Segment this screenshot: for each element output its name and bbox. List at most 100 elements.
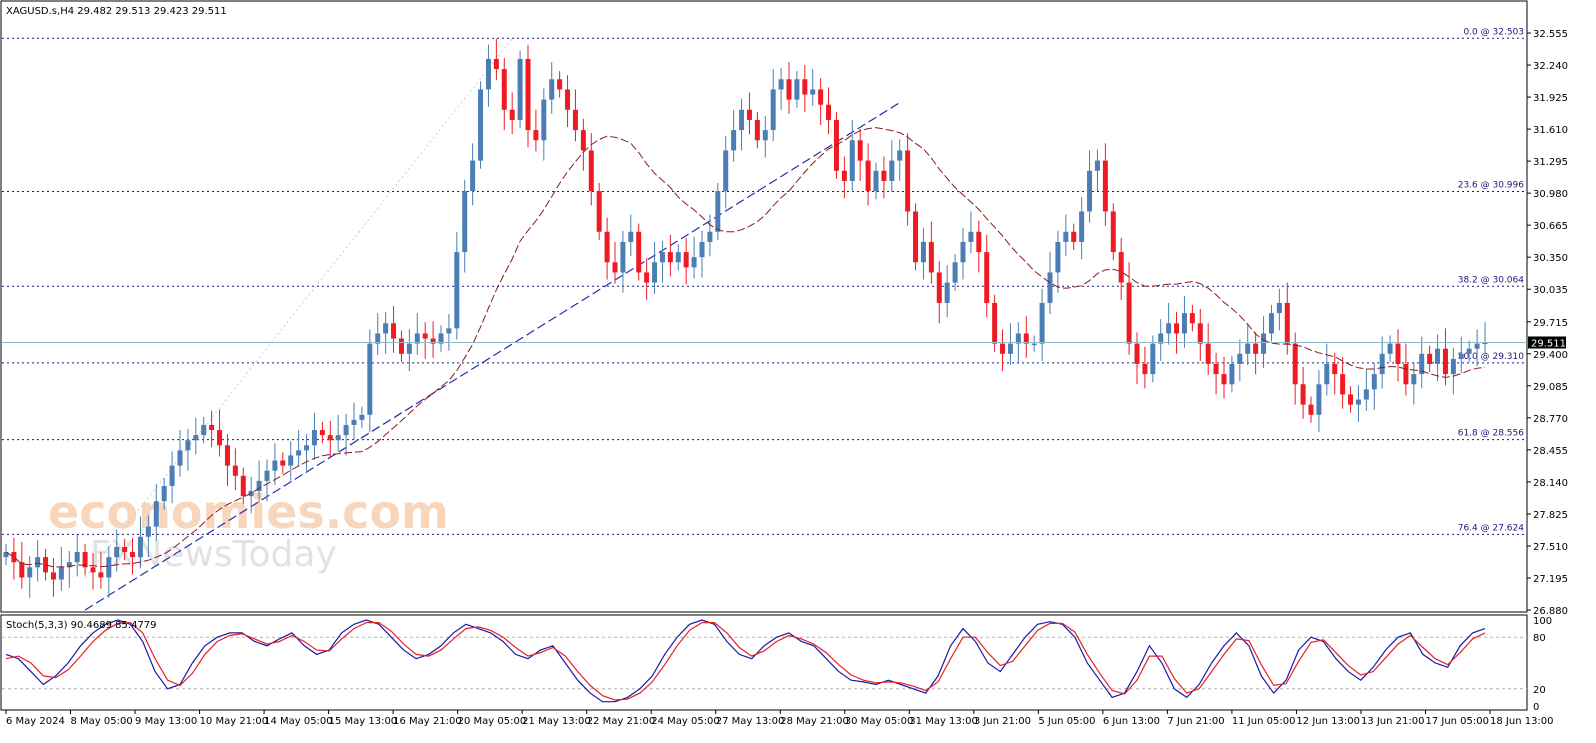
stoch-panel-frame [0, 614, 1528, 711]
candle-body [1253, 343, 1259, 354]
stoch-header: Stoch(5,3,3) 90.4689 85.4779 [6, 620, 157, 631]
time-tick-label: 7 Jun 21:00 [1167, 716, 1224, 727]
candle-body [224, 445, 230, 466]
candle-body [652, 262, 658, 283]
candle-body [802, 79, 808, 95]
candle-body [1000, 343, 1006, 354]
candle-body [1126, 282, 1132, 344]
candle-body [936, 272, 942, 303]
candle-body [343, 424, 349, 436]
candle-body [1181, 313, 1187, 334]
candle-body [715, 191, 721, 232]
fib-level-label: 61.8 @ 28.556 [1458, 429, 1525, 439]
uptrend-line [84, 102, 901, 611]
candle-body [865, 160, 871, 192]
stoch-main-line [5, 619, 1486, 703]
candle-body [1134, 343, 1140, 364]
candle-body [1395, 343, 1401, 364]
candle-body [1458, 353, 1464, 359]
candle-body [1482, 342, 1488, 344]
price-tick-label: 27.510 [1533, 542, 1568, 553]
candle-body [1348, 394, 1354, 405]
candle-body [786, 79, 792, 100]
candle-body [319, 430, 325, 436]
candle-body [1427, 353, 1433, 364]
candle-body [612, 262, 618, 273]
candle-body [391, 323, 397, 339]
fib-level-label: 76.4 @ 27.624 [1458, 523, 1525, 533]
stoch-level-label: 100 [1533, 616, 1552, 627]
time-tick-label: 22 May 21:00 [587, 716, 656, 727]
price-tick-label: 28.140 [1533, 478, 1568, 489]
candle-body [304, 445, 310, 451]
price-tick-label: 31.295 [1533, 157, 1568, 168]
candle-body [1197, 323, 1203, 344]
time-tick-label: 21 May 13:00 [522, 716, 591, 727]
candle-body [1055, 241, 1061, 273]
price-tick-label: 29.715 [1533, 318, 1568, 329]
candle-body [327, 435, 333, 441]
candle-body [841, 170, 847, 181]
candle-body [398, 338, 404, 354]
candle-body [1363, 389, 1369, 400]
candle-body [414, 333, 420, 344]
candle-body [446, 328, 452, 334]
candle-body [920, 241, 926, 263]
candle-body [1411, 374, 1417, 385]
candle-body [1442, 348, 1448, 375]
candle-body [905, 150, 911, 212]
time-tick-label: 14 May 05:00 [264, 716, 333, 727]
time-tick-label: 28 May 21:00 [780, 716, 849, 727]
candle-body [1474, 343, 1480, 349]
candle-body [1276, 302, 1282, 314]
candle-body [810, 89, 816, 95]
candle-body [1205, 343, 1211, 364]
candle-body [169, 465, 175, 486]
candle-body [1166, 323, 1172, 334]
time-tick-label: 6 Jun 13:00 [1103, 716, 1160, 727]
candle-body [549, 79, 555, 100]
candle-body [35, 557, 41, 568]
candle-body [335, 435, 341, 441]
candle-body [58, 567, 64, 580]
candle-body [580, 130, 586, 151]
candle-body [1308, 404, 1314, 415]
price-tick-label: 32.555 [1533, 29, 1568, 40]
time-tick-label: 10 May 21:00 [200, 716, 269, 727]
candle-body [1419, 353, 1425, 375]
candle-body [19, 562, 25, 578]
time-tick-label: 31 May 13:00 [909, 716, 978, 727]
candle-body [691, 257, 697, 268]
candles [3, 38, 1488, 598]
candle-body [462, 191, 468, 253]
candle-body [493, 58, 499, 70]
time-axis: 6 May 2024 8 May 05:00 9 May 13:00 10 May 2… [5, 710, 1554, 727]
price-tick-label: 31.610 [1533, 125, 1568, 136]
candle-body [509, 109, 515, 120]
candle-body [818, 89, 824, 105]
candle-body [1087, 170, 1093, 212]
candle-body [826, 104, 832, 120]
candle-body [201, 424, 207, 436]
candle-body [889, 160, 895, 181]
candle-body [1332, 363, 1338, 375]
candle-body [1094, 160, 1100, 171]
candle-body [572, 109, 578, 131]
candle-body [659, 252, 665, 263]
candle-body [636, 231, 642, 273]
fibonacci-levels: 0.0 @ 32.503 23.6 @ 30.996 38.2 @ 30.064 50… [2, 27, 1527, 535]
candle-body [351, 419, 357, 425]
candle-body [1102, 160, 1108, 212]
candle-body [675, 252, 681, 263]
candle-body [1450, 358, 1456, 375]
candle-body [565, 89, 571, 110]
candle-body [264, 470, 270, 481]
candle-body [1268, 313, 1274, 334]
candle-body [470, 160, 476, 192]
candle-body [517, 58, 523, 120]
candle-body [928, 241, 934, 273]
candle-body [66, 562, 72, 568]
candle-body [280, 460, 286, 466]
candle-body [1435, 348, 1441, 364]
